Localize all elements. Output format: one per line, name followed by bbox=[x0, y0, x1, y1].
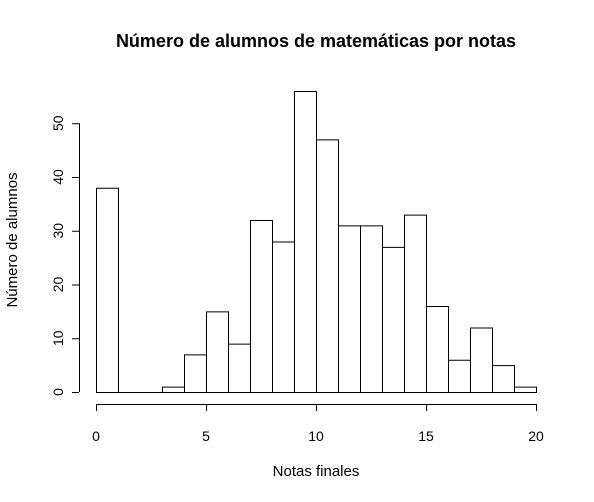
histogram-bar bbox=[316, 139, 339, 393]
histogram-bar bbox=[360, 225, 383, 393]
x-tick-label: 5 bbox=[202, 428, 210, 444]
histogram-bar bbox=[184, 354, 207, 393]
x-axis: 0 5 10 15 20 bbox=[92, 404, 544, 444]
histogram-bar bbox=[272, 241, 295, 393]
y-tick-label: 10 bbox=[50, 330, 66, 346]
histogram-bar bbox=[96, 187, 119, 393]
histogram-bar bbox=[294, 91, 317, 393]
x-tick-label: 20 bbox=[528, 428, 544, 444]
histogram-bar bbox=[228, 343, 251, 393]
x-axis-label: Notas finales bbox=[273, 463, 360, 480]
histogram-bar bbox=[206, 311, 229, 393]
histogram-bar bbox=[250, 220, 273, 393]
y-tick-label: 50 bbox=[50, 115, 66, 131]
histogram-bar bbox=[404, 214, 427, 393]
chart-title: Número de alumnos de matemáticas por not… bbox=[116, 31, 516, 51]
y-tick-label: 0 bbox=[50, 388, 66, 396]
histogram-bar bbox=[448, 359, 471, 393]
x-tick-label: 15 bbox=[418, 428, 434, 444]
y-tick-label: 40 bbox=[50, 169, 66, 185]
y-tick-label: 20 bbox=[50, 277, 66, 293]
histogram-bar bbox=[470, 327, 493, 393]
y-axis: 0 10 20 30 40 50 bbox=[50, 115, 80, 396]
histogram-bar bbox=[426, 306, 449, 393]
bars-group bbox=[96, 91, 537, 393]
x-tick-label: 10 bbox=[308, 428, 324, 444]
histogram-bar bbox=[382, 246, 405, 393]
histogram-bar bbox=[338, 225, 361, 393]
histogram-bar bbox=[492, 365, 515, 393]
histogram-bar bbox=[514, 386, 537, 393]
y-tick-label: 30 bbox=[50, 223, 66, 239]
x-tick-label: 0 bbox=[92, 428, 100, 444]
y-axis-label: Número de alumnos bbox=[4, 172, 21, 307]
histogram-bar bbox=[162, 386, 185, 393]
